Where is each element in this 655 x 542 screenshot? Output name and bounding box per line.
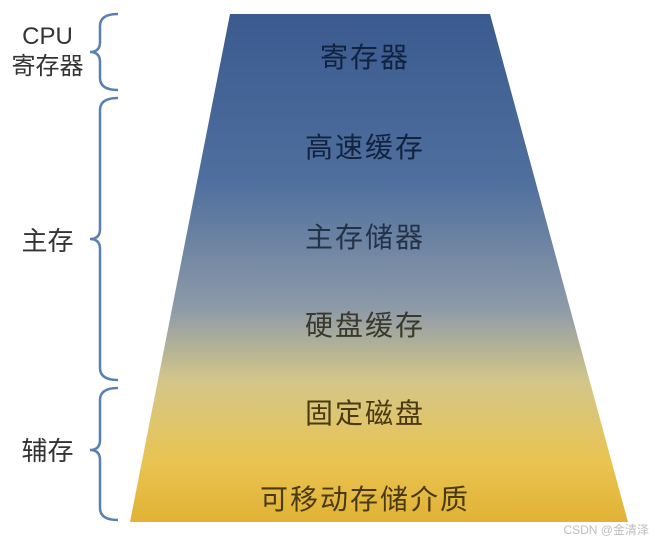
side-label-line: 寄存器 (0, 52, 95, 82)
tier-label: 固定磁盘 (215, 392, 515, 432)
tier-label: 可移动存储介质 (215, 478, 515, 518)
tier-label: 高速缓存 (215, 126, 515, 166)
tier-label: 硬盘缓存 (215, 304, 515, 344)
brace (86, 12, 146, 92)
brace (86, 96, 146, 382)
brace (86, 386, 146, 522)
memory-hierarchy-diagram: CPU 寄存器 主存 辅存 寄存器 高速缓存 主存储器 硬盘缓存 固定磁盘 可移… (0, 0, 655, 542)
side-label-line: 主存 (0, 225, 95, 258)
watermark: CSDN @金清泽 (563, 521, 649, 538)
side-label-main-memory: 主存 (0, 225, 95, 258)
side-label-secondary-storage: 辅存 (0, 435, 95, 468)
tier-label: 寄存器 (215, 36, 515, 76)
tier-label: 主存储器 (215, 216, 515, 256)
side-label-line: CPU (0, 22, 95, 52)
side-label-cpu-registers: CPU 寄存器 (0, 22, 95, 82)
side-label-line: 辅存 (0, 435, 95, 468)
